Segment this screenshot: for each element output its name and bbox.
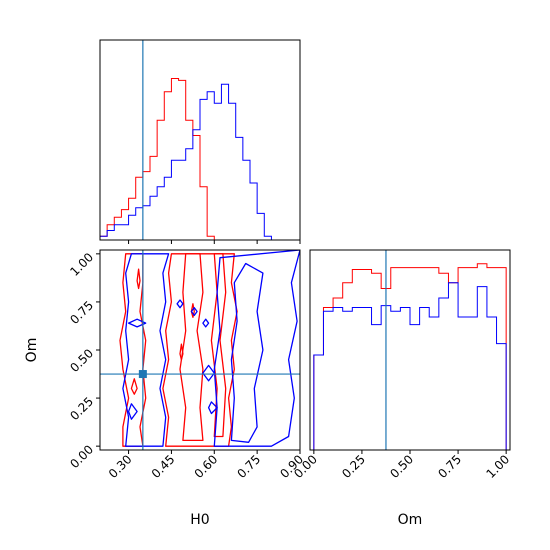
- contour-series-1-level-4: [202, 318, 210, 328]
- x-tick-label: 0.50: [387, 452, 416, 481]
- contour-series-0-level-5: [179, 343, 184, 361]
- y-tick-label: 0.75: [67, 298, 96, 327]
- x-tick-label: 0.75: [435, 452, 464, 481]
- contour-series-1-level-8: [207, 401, 218, 415]
- contour-series-0-level-4: [130, 378, 138, 395]
- contour-series-1-level-6: [127, 318, 147, 328]
- contour-series-1-level-2: [230, 262, 264, 443]
- h0-axis-label: H0: [190, 512, 209, 528]
- y-tick-label: 0.25: [67, 394, 96, 423]
- om-histogram-series-0: [313, 263, 507, 450]
- x-tick-label: 0.75: [234, 452, 263, 481]
- h0-histogram-series-1: [100, 83, 300, 240]
- x-tick-label: 0.45: [149, 452, 178, 481]
- contour-series-1-level-0: [122, 253, 170, 447]
- contour-series-1-level-5: [190, 307, 198, 317]
- h0-histogram-series-0: [100, 78, 300, 240]
- histogram-om-frame: [309, 249, 511, 451]
- histogram-h0-panel: [99, 39, 301, 244]
- y-tick-label: 1.00: [67, 250, 96, 279]
- contour-series-0-level-6: [190, 303, 195, 318]
- contour-series-1-level-7: [202, 364, 215, 382]
- x-tick-label: 0.60: [192, 452, 221, 481]
- contour-h0-om-panel: 0.30 0.45 0.60 0.75 0.900.000.250.500.751.00…: [24, 249, 306, 528]
- contour-series-1-level-3: [176, 299, 184, 309]
- contour-series-0-level-2: [179, 253, 204, 442]
- om-y-axis-label: Om: [24, 338, 40, 363]
- x-tick-label: 0.30: [106, 452, 135, 481]
- om-histogram-series-1: [313, 282, 507, 450]
- contour-series-1-level-9: [127, 403, 138, 420]
- contour-series-0-level-3: [210, 253, 227, 438]
- y-tick-label: 0.50: [67, 346, 96, 375]
- x-tick-label: 0.25: [339, 452, 368, 481]
- contour-series-0-level-7: [136, 268, 141, 290]
- histogram-h0-frame: [99, 39, 301, 241]
- x-tick-label: 1.00: [483, 452, 512, 481]
- contour-series-0-level-1: [162, 253, 238, 447]
- contour-series-1-level-1: [213, 250, 300, 447]
- truth-marker: [138, 370, 147, 379]
- y-tick-label: 0.00: [67, 442, 96, 471]
- om-axis-label: Om: [398, 512, 423, 528]
